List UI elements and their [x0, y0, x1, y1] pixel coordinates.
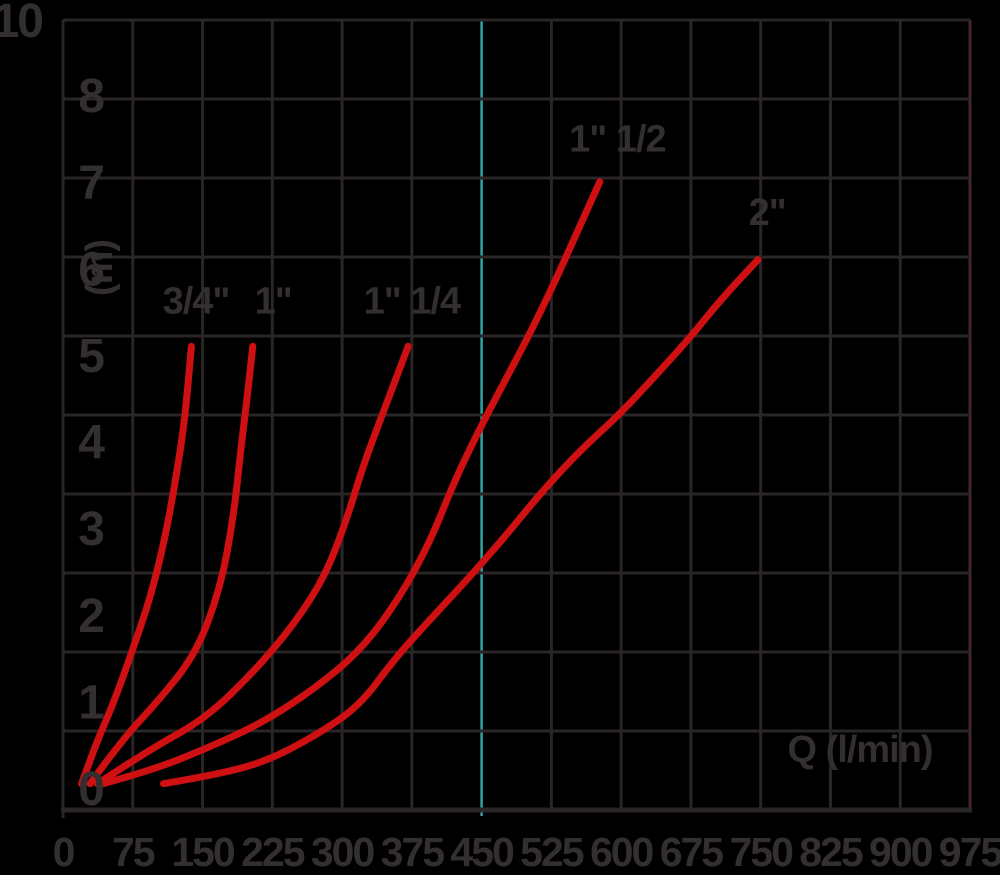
x-tick-label-525: 525: [520, 829, 584, 875]
gridlines: [61, 18, 972, 818]
x-tick-label-300: 300: [311, 829, 375, 875]
x-tick-label-900: 900: [869, 829, 933, 875]
x-tick-label-150: 150: [171, 829, 235, 875]
curve-label-1-1-4: 1" 1/4: [364, 280, 461, 322]
y-tick-label-1: 1: [78, 676, 104, 729]
y-tick-label-10: 10: [0, 0, 42, 48]
pipe-size-curves: [78, 178, 762, 788]
curve-label-1-1-2: 1" 1/2: [569, 119, 666, 161]
curve-1-: [86, 342, 257, 788]
x-tick-label-75: 75: [112, 829, 155, 875]
curve-labels: 3/4" 1" 1" 1/4 1" 1/2 2": [163, 119, 787, 323]
x-tick-label-825: 825: [799, 829, 863, 875]
y-tick-label-8: 8: [78, 70, 104, 123]
y-axis-title: (m): [79, 240, 121, 296]
curve-1-1-4: [93, 342, 412, 788]
curve-label-2-: 2": [749, 192, 786, 234]
x-tick-label-450: 450: [450, 829, 514, 875]
y-tick-label-6: 6: [78, 243, 103, 296]
x-tick-label-375: 375: [381, 829, 445, 875]
curve-label-3-4-: 3/4": [163, 280, 230, 322]
x-tick-label-0: 0: [53, 829, 75, 875]
y-tick-label-7: 7: [78, 157, 103, 210]
curve-label-1-: 1": [255, 280, 292, 322]
y-tick-label-0: 0: [78, 763, 103, 816]
x-tick-label-750: 750: [729, 829, 793, 875]
curve-3-4-: [78, 342, 195, 788]
x-tick-label-225: 225: [241, 829, 305, 875]
y-tick-label-4: 4: [78, 417, 105, 470]
y-tick-label-2: 2: [78, 590, 103, 643]
y-tick-label-3: 3: [78, 503, 103, 556]
x-tick-label-975: 975: [939, 829, 1000, 875]
x-tick-label-675: 675: [660, 829, 724, 875]
x-tick-label-600: 600: [590, 829, 654, 875]
y-tick-label-5: 5: [78, 330, 104, 383]
curve-1-1-2: [99, 178, 604, 788]
x-axis-tick-labels: 0 75 150 225 300 375 450 525 600 675 750 825 900 975: [53, 829, 1000, 875]
x-axis-title: Q (l/min): [787, 729, 932, 771]
curve-2-: [160, 256, 762, 788]
